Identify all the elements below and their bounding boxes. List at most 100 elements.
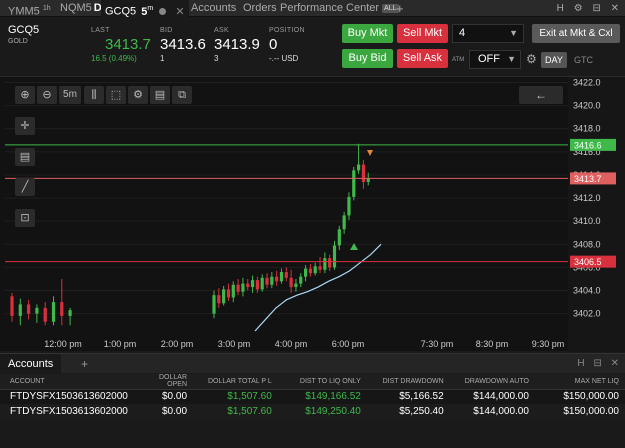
exit-at-mkt-button[interactable]: Exit at Mkt & Cxl xyxy=(532,24,620,43)
column-header[interactable]: MAX NET LIQ xyxy=(534,374,625,390)
last-price: 3413.7 xyxy=(105,36,151,53)
tab-orders[interactable]: Orders xyxy=(239,0,281,17)
column-header[interactable]: DIST DRAWDOWN xyxy=(366,374,450,390)
chevron-down-icon[interactable]: ▼ xyxy=(509,28,518,38)
tab-performance-center[interactable]: Performance Center ALL xyxy=(276,0,403,17)
last-change: 16.5 (0.49%) xyxy=(91,54,137,63)
y-tick-label: 3412.0 xyxy=(573,193,601,203)
select-box-icon[interactable]: ⬚ xyxy=(106,86,126,104)
chart-canvas[interactable]: 3422.03420.03418.03416.03414.03412.03410… xyxy=(0,77,625,352)
add-tab-button[interactable]: + xyxy=(396,1,404,16)
sell-mkt-button[interactable]: Sell Mkt xyxy=(397,24,448,43)
close-icon[interactable]: ✕ xyxy=(610,358,619,369)
pin-icon[interactable]: ⊟ xyxy=(592,3,601,14)
notes-icon[interactable]: ▤ xyxy=(15,148,35,166)
buy-marker-icon xyxy=(350,243,358,250)
add-panel-button[interactable]: + xyxy=(81,357,89,371)
position-label: POSITION xyxy=(269,27,305,34)
price-tag-label: 3406.5 xyxy=(574,257,602,267)
tab-interval: D xyxy=(93,2,102,14)
candle-body xyxy=(236,284,240,292)
candle-body xyxy=(357,164,361,171)
candle-body xyxy=(60,302,64,316)
table-row[interactable]: FTDYSFX1503613602000 $0.00 $1,507.60 $14… xyxy=(0,389,625,404)
candle-body xyxy=(270,276,274,285)
atm-select[interactable]: OFF ▼ xyxy=(469,50,521,69)
draw-line-icon[interactable]: ╱ xyxy=(15,178,35,196)
tab-label: YMM5 xyxy=(8,5,40,18)
gear-icon[interactable]: ⚙ xyxy=(573,3,583,14)
buy-bid-button[interactable]: Buy Bid xyxy=(342,49,393,68)
candle-body xyxy=(284,272,288,278)
moving-average-line xyxy=(254,243,382,332)
dist-to-liq-cell: $149,250.40 xyxy=(277,404,367,419)
price-tag xyxy=(570,255,616,268)
tab-gcq5[interactable]: GCQ5 5m ✕ xyxy=(101,0,189,18)
x-tick-label: 4:00 pm xyxy=(275,339,308,349)
dist-drawdown-cell: $5,250.40 xyxy=(366,404,450,419)
status-dot-icon xyxy=(159,7,167,15)
bid-label: BID xyxy=(160,27,173,34)
price-tag-label: 3416.6 xyxy=(574,140,602,150)
dollar-total-pl-cell: $1,507.60 xyxy=(193,389,278,404)
tab-label: Orders xyxy=(243,2,277,14)
buy-mkt-button[interactable]: Buy Mkt xyxy=(342,24,393,43)
interval-button[interactable]: 5m xyxy=(59,86,81,104)
lock-icon[interactable]: ⊡ xyxy=(15,209,35,227)
candle-body xyxy=(43,307,47,322)
gear-icon[interactable]: ⚙ xyxy=(526,52,537,66)
tab-interval-unit: m xyxy=(147,5,154,12)
panel-controls: H ⊟ ✕ xyxy=(571,354,619,374)
candle-body xyxy=(347,196,351,216)
accounts-table: ACCOUNT DOLLAR OPEN DOLLAR TOTAL P L DIS… xyxy=(0,374,625,419)
drawdown-auto-cell: $144,000.00 xyxy=(449,389,535,404)
accounts-panel-tab[interactable]: Accounts xyxy=(0,354,62,374)
bid-price: 3413.6 xyxy=(160,36,206,53)
tab-label: GCQ5 xyxy=(105,5,137,18)
h-button[interactable]: H xyxy=(577,358,585,369)
candle-body xyxy=(352,170,356,197)
x-tick-label: 2:00 pm xyxy=(161,339,194,349)
x-tick-label: 1:00 pm xyxy=(104,339,137,349)
candle-body xyxy=(255,280,259,290)
template-icon[interactable]: ▤ xyxy=(150,86,170,104)
candle-body xyxy=(217,295,221,304)
tab-label: Performance Center xyxy=(280,2,380,14)
tab-ymm5[interactable]: YMM5 1h xyxy=(4,0,55,18)
candle-body xyxy=(250,280,255,288)
tif-day-toggle[interactable]: DAY xyxy=(541,52,567,68)
table-row[interactable]: FTDYSFX1503613602000 $0.00 $1,507.60 $14… xyxy=(0,404,625,419)
chevron-down-icon[interactable]: ▼ xyxy=(507,54,516,64)
sell-ask-button[interactable]: Sell Ask xyxy=(397,49,448,68)
price-axis xyxy=(568,77,625,352)
quantity-input[interactable]: 4 ▼ xyxy=(452,24,524,43)
close-tab-icon[interactable]: ✕ xyxy=(175,5,185,18)
crosshair-icon[interactable]: ✛ xyxy=(15,117,35,135)
price-chart[interactable]: 3422.03420.03418.03416.03414.03412.03410… xyxy=(0,76,625,352)
candlestick-icon[interactable]: ⫼ xyxy=(84,86,104,104)
column-header[interactable]: ACCOUNT xyxy=(0,374,134,390)
pin-icon[interactable]: ⊟ xyxy=(593,358,602,369)
column-header[interactable]: DOLLAR OPEN xyxy=(133,374,194,390)
close-icon[interactable]: ✕ xyxy=(610,3,619,14)
tif-gtc-toggle[interactable]: GTC xyxy=(574,55,593,65)
zoom-out-icon[interactable]: ⊖ xyxy=(37,86,57,104)
column-header[interactable]: DRAWDOWN AUTO xyxy=(449,374,535,390)
column-header[interactable]: DIST TO LIQ ONLY xyxy=(277,374,367,390)
copy-icon[interactable]: ⧉ xyxy=(172,86,192,104)
candle-body xyxy=(313,266,317,274)
candle-body xyxy=(289,277,293,288)
max-net-liq-cell: $150,000.00 xyxy=(534,389,625,404)
zoom-in-icon[interactable]: ⊕ xyxy=(15,86,35,104)
tab-accounts[interactable]: Accounts xyxy=(187,0,240,17)
window-controls: H ⚙ ⊟ ✕ xyxy=(550,0,619,17)
column-header[interactable]: DOLLAR TOTAL P L xyxy=(193,374,278,390)
candle-body xyxy=(299,276,303,284)
back-button[interactable]: ← xyxy=(519,86,563,104)
account-cell: FTDYSFX1503613602000 xyxy=(0,389,134,404)
tab-nqm5[interactable]: NQM5 D xyxy=(56,0,106,17)
candle-body xyxy=(212,295,216,314)
h-button[interactable]: H xyxy=(556,3,564,14)
candle-body xyxy=(279,272,284,282)
gear-icon[interactable]: ⚙ xyxy=(128,86,148,104)
